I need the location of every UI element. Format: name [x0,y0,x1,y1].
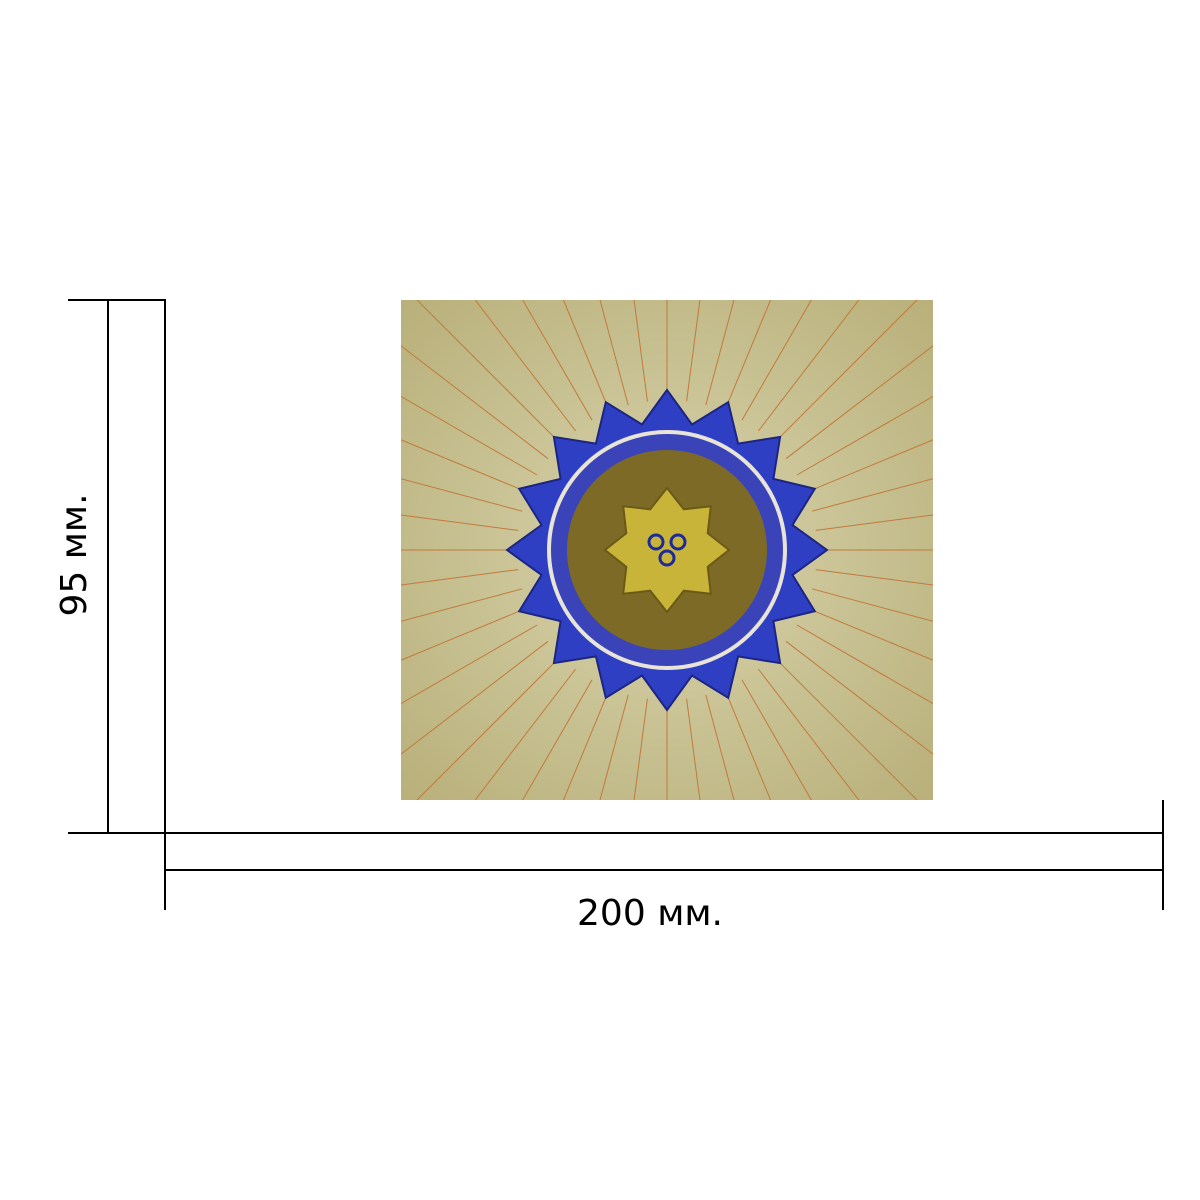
ray [805,606,933,661]
ray [757,668,860,800]
ray [401,514,519,531]
ray [599,300,629,406]
ray [815,569,933,586]
width-label: 200 мм. [577,893,723,934]
ray [401,640,549,755]
ray [815,514,933,531]
ray [401,478,523,512]
ray [811,478,933,512]
ray [805,439,933,494]
ray [741,300,812,421]
ornament-image [401,300,933,800]
ray [416,300,562,445]
ray [416,655,562,800]
ray [811,588,933,622]
ray [562,688,611,800]
ray [796,395,933,476]
ray [757,300,860,432]
ray [474,300,577,432]
ray [522,679,593,800]
ray [599,694,629,800]
ray [785,345,933,460]
ray [686,300,701,402]
ray [723,300,772,412]
ray [705,300,735,406]
ray [401,624,538,705]
dimension-width: 200 мм. [164,800,1164,934]
ray [401,439,529,494]
ray [401,345,549,460]
dimension-height: 95 мм. [54,299,166,834]
ray [401,569,519,586]
ray [401,606,529,661]
ray [785,640,933,755]
ray [633,300,648,402]
ray [741,679,812,800]
ray [522,300,593,421]
ray [474,668,577,800]
ray [562,300,611,412]
ray [686,698,701,800]
ray [796,624,933,705]
ray [772,655,918,800]
ray [772,300,918,445]
ray [705,694,735,800]
ray [401,588,523,622]
height-label: 95 мм. [54,493,95,616]
ray [633,698,648,800]
ray [723,688,772,800]
ray [401,395,538,476]
